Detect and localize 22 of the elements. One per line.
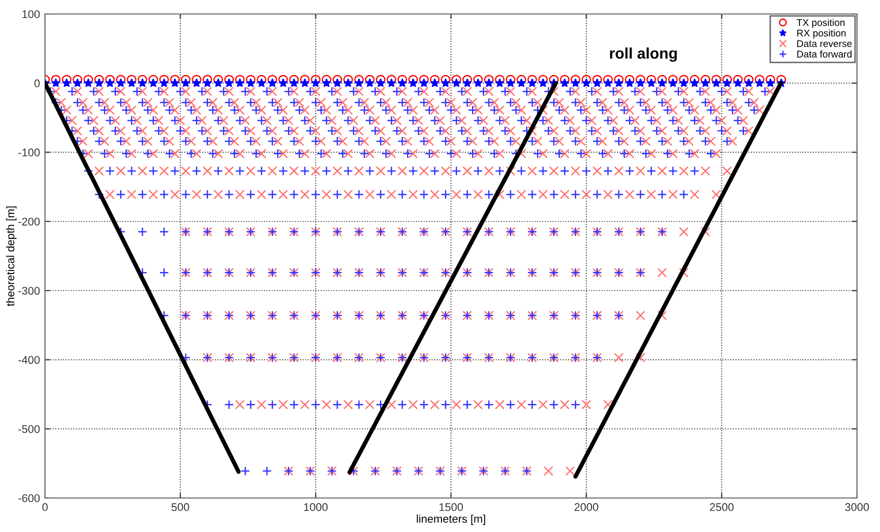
y-tick-label: -100 bbox=[18, 148, 40, 156]
y-tick-label: -500 bbox=[18, 425, 40, 433]
x-axis-title: linemeters [m] bbox=[416, 514, 486, 525]
y-tick-label: -600 bbox=[18, 494, 40, 502]
x-tick-label: 2500 bbox=[710, 503, 734, 512]
x-tick-label: 3000 bbox=[845, 503, 869, 512]
y-axis-title: theoretical depth [m] bbox=[6, 206, 17, 306]
x-tick-label: 0 bbox=[42, 503, 48, 512]
x-tick-label: 2000 bbox=[574, 503, 598, 512]
y-tick-label: 100 bbox=[22, 10, 40, 18]
x-tick-label: 1500 bbox=[439, 503, 463, 512]
legend-label: Data reverse bbox=[797, 40, 852, 48]
x-tick-label: 1000 bbox=[304, 503, 328, 512]
y-tick-label: 0 bbox=[34, 79, 40, 88]
legend-label: TX position bbox=[796, 18, 844, 28]
y-tick-label: -200 bbox=[18, 218, 40, 226]
legend-label: Data forward bbox=[797, 50, 852, 58]
legend-label: RX position bbox=[797, 29, 846, 38]
y-tick-label: -400 bbox=[18, 356, 40, 364]
x-tick-label: 500 bbox=[172, 503, 190, 512]
annotation: roll along bbox=[610, 48, 677, 62]
y-tick-label: -300 bbox=[18, 286, 40, 295]
